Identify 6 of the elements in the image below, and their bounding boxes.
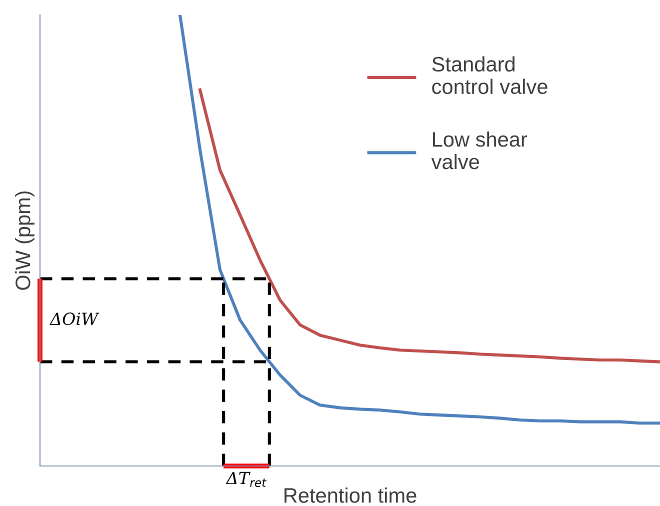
text: ΔT$_{ret}$ xyxy=(226,472,267,487)
x-axis-title: Retention time xyxy=(284,488,416,503)
y-axis-title: OiW (ppm) xyxy=(15,191,34,290)
annotation: ΔOiW xyxy=(49,312,100,326)
legend-label: Low shear valve xyxy=(431,131,528,170)
legend-label: Standard control valve xyxy=(432,56,548,94)
